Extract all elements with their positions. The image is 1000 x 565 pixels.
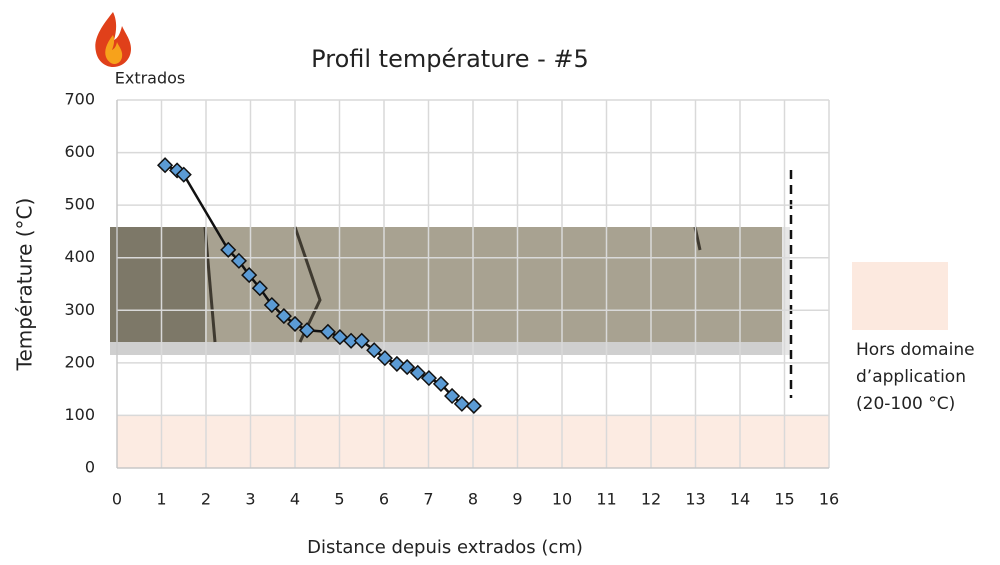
y-tick-label: 600 bbox=[64, 142, 95, 161]
x-tick-label: 16 bbox=[819, 490, 839, 509]
data-point bbox=[409, 364, 426, 381]
data-point bbox=[175, 166, 192, 183]
data-point bbox=[453, 395, 470, 412]
data-point bbox=[353, 332, 370, 349]
data-point bbox=[388, 355, 405, 372]
data-point bbox=[220, 241, 237, 258]
data-point bbox=[298, 322, 316, 339]
x-tick-label: 5 bbox=[334, 490, 344, 509]
corner-label: Extrados bbox=[115, 69, 186, 88]
band-legend-text: (20-100 °C) bbox=[856, 394, 955, 414]
core-photo bbox=[110, 226, 790, 355]
data-point bbox=[420, 370, 438, 387]
x-tick-label: 9 bbox=[512, 490, 522, 509]
x-tick-label: 1 bbox=[156, 490, 166, 509]
data-point bbox=[241, 267, 258, 284]
x-tick-label: 14 bbox=[730, 490, 750, 509]
data-point bbox=[399, 359, 416, 376]
band-legend-text: d’application bbox=[856, 367, 966, 387]
x-tick-label: 12 bbox=[641, 490, 661, 509]
x-axis-label: Distance depuis extrados (cm) bbox=[307, 537, 583, 558]
x-tick-label: 0 bbox=[112, 490, 122, 509]
data-point bbox=[169, 162, 186, 179]
x-tick-label: 10 bbox=[552, 490, 572, 509]
band-legend-swatch bbox=[852, 262, 948, 330]
y-tick-label: 0 bbox=[85, 458, 95, 477]
y-axis-label: Température (°C) bbox=[13, 198, 37, 372]
data-point bbox=[444, 387, 461, 405]
data-point bbox=[251, 280, 268, 297]
x-tick-label: 2 bbox=[201, 490, 211, 509]
data-point bbox=[275, 308, 292, 325]
x-tick-label: 13 bbox=[685, 490, 705, 509]
x-tick-label: 11 bbox=[596, 490, 616, 509]
y-tick-label: 100 bbox=[64, 405, 95, 424]
y-tick-label: 300 bbox=[64, 300, 95, 319]
band-legend-text: Hors domaine bbox=[856, 340, 975, 360]
data-point bbox=[230, 252, 247, 269]
y-tick-label: 700 bbox=[64, 90, 95, 109]
data-point bbox=[432, 375, 450, 392]
data-point bbox=[286, 315, 304, 333]
data-point bbox=[156, 157, 174, 174]
y-tick-label: 500 bbox=[64, 195, 95, 214]
x-tick-label: 3 bbox=[245, 490, 255, 509]
x-tick-label: 4 bbox=[290, 490, 300, 509]
x-tick-label: 6 bbox=[379, 490, 389, 509]
data-point bbox=[343, 332, 360, 349]
data-point bbox=[319, 323, 336, 340]
data-point bbox=[366, 342, 383, 359]
data-point bbox=[465, 397, 482, 415]
x-tick-label: 15 bbox=[774, 490, 794, 509]
x-tick-label: 8 bbox=[468, 490, 478, 509]
data-point bbox=[376, 350, 393, 367]
y-tick-label: 400 bbox=[64, 247, 95, 266]
y-tick-label: 200 bbox=[64, 352, 95, 371]
data-point bbox=[263, 296, 280, 314]
flame-icon bbox=[95, 12, 131, 67]
chart-title: Profil température - #5 bbox=[311, 45, 589, 73]
x-tick-label: 7 bbox=[423, 490, 433, 509]
